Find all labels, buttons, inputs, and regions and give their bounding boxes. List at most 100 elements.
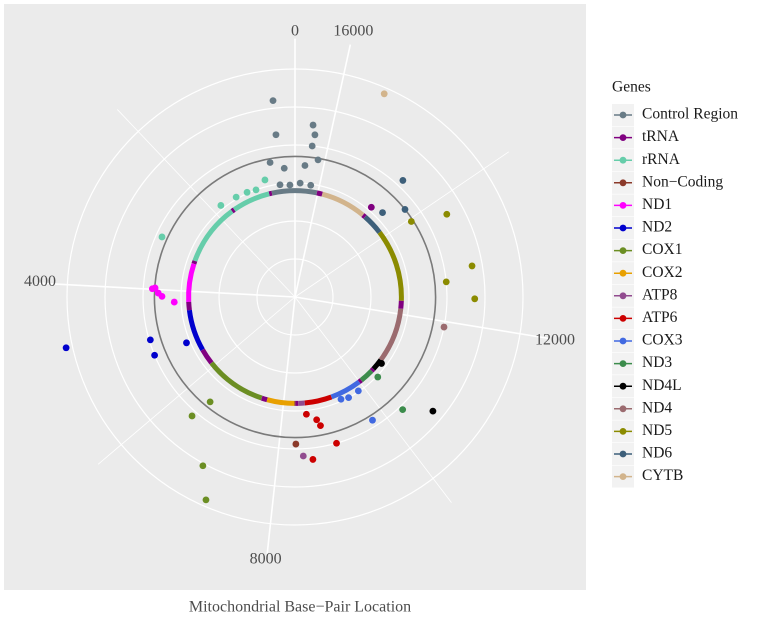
gene-segment [186,301,192,311]
variant-point [333,439,340,447]
gene-segment [398,300,404,309]
x-tick-label: 0 [291,23,299,40]
variant-point [443,210,451,218]
grid-line [294,44,352,298]
legend-label: tRNA [642,128,680,145]
variant-point [314,156,322,164]
variant-point [471,295,479,303]
reference-circle [153,155,437,439]
legend-label: ND1 [642,196,672,213]
gene-segment [371,358,383,371]
legend-dot [619,473,627,480]
variant-point [269,97,277,105]
legend-label: ND4 [642,399,672,416]
variant-point [202,496,210,504]
gene-segment [230,207,236,214]
legend-dot [619,224,627,232]
variant-point [232,193,240,201]
variant-point [243,188,251,196]
gene-segment [232,191,270,212]
variant-point [272,131,280,139]
legend-label: COX2 [642,264,682,281]
variant-point [158,292,166,300]
legend-dot [619,405,627,413]
variant-point [308,142,316,150]
legend-label: ND5 [642,422,672,439]
legend-label: COX3 [642,332,683,349]
variant-point [401,206,409,213]
minor-grid-line [294,151,509,298]
variant-point [309,121,317,129]
gene-segment [378,308,404,362]
legend-label: ND4L [642,377,682,394]
variant-point [345,394,352,402]
gene-segment [268,190,273,197]
gene-segment [294,188,318,196]
variant-point [440,323,448,331]
variant-point [151,351,158,359]
legend-label: ATP8 [642,286,678,303]
variant-point [276,181,284,189]
variant-point [252,186,260,194]
gene-segment [200,348,214,365]
gene-segment [359,369,374,383]
variant-point [217,202,225,209]
gene-segment [316,190,323,197]
x-tick-label: 8000 [250,551,282,568]
x-tick-label: 12000 [535,332,575,349]
variant-point [369,416,376,424]
gene-segment [361,213,367,219]
variant-point [354,387,362,395]
variant-point [158,233,166,241]
legend-dot [619,269,627,277]
variant-point [399,177,407,184]
variant-point [301,162,309,169]
legend-dot [619,156,627,164]
x-tick-label: 16000 [333,23,373,40]
legend-dot [619,428,627,435]
gene-segment [260,395,268,403]
variant-point [311,131,319,139]
legend-label: rRNA [642,151,681,168]
variant-point [468,262,476,270]
legend-dot [619,450,627,458]
variant-point [146,336,154,344]
legend-label: COX1 [642,241,682,258]
variant-point [170,298,178,306]
variant-point [337,395,345,403]
variant-point [286,181,294,189]
variant-point [379,209,386,216]
x-axis-label: Mitochondrial Base−Pair Location [189,599,411,616]
variant-point [148,285,156,293]
variant-point [380,90,388,98]
variant-point [199,462,207,470]
variant-point [183,339,190,347]
legend-label: Non−Coding [642,173,723,190]
variant-point [266,159,274,166]
variant-point [429,407,437,415]
variant-point [302,410,310,418]
variant-point [309,456,317,463]
variant-point [307,181,315,189]
gene-segment [186,309,205,352]
minor-grid-line [97,296,296,465]
gene-segment [209,361,263,401]
legend-dot [619,247,627,255]
legend-label: ND2 [642,219,672,236]
legend-dot [619,202,627,209]
variant-point [62,344,70,352]
legend-dot [619,111,627,119]
legend-dot [619,337,627,345]
legend-dot [619,292,627,300]
gene-segment [377,230,404,301]
variant-point [299,452,307,460]
gene-segment [266,397,295,406]
legend-dot [619,382,627,390]
gene-segment [363,215,382,234]
minor-grid-line [294,296,452,503]
x-tick-label: 4000 [24,273,56,290]
legend-label: CYTB [642,467,683,484]
grid-line [36,282,296,298]
variant-point [378,360,385,367]
